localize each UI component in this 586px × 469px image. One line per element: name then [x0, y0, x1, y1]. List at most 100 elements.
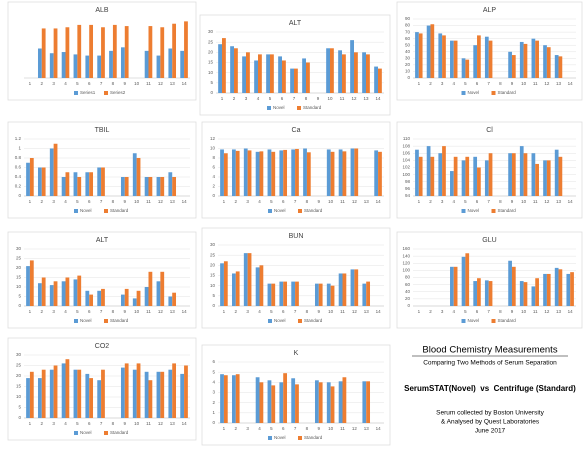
bar	[73, 279, 78, 306]
x-tick-label: 7	[294, 426, 297, 431]
bar	[37, 167, 42, 196]
x-tick-label: 2	[233, 96, 236, 101]
y-tick-label: 20	[16, 265, 22, 270]
x-tick-label: 14	[376, 199, 382, 204]
bar	[303, 148, 307, 196]
bar	[465, 59, 470, 78]
legend-label: Novel	[274, 435, 286, 440]
bar	[132, 369, 137, 418]
y-tick-label: 0	[212, 193, 215, 198]
bar	[291, 281, 296, 306]
x-tick-label: 1	[418, 199, 421, 204]
x-tick-label: 5	[464, 199, 467, 204]
x-tick-label: 10	[521, 81, 527, 86]
bar	[61, 177, 66, 196]
y-tick-label: 0	[407, 75, 410, 80]
bar	[97, 167, 102, 196]
x-tick-label: 3	[52, 421, 55, 426]
y-tick-label: 20	[405, 296, 411, 301]
bar	[156, 371, 161, 418]
y-tick-label: 40	[405, 49, 411, 54]
bar	[132, 153, 137, 196]
x-tick-label: 9	[318, 309, 321, 314]
x-tick-label: 5	[76, 309, 79, 314]
notes-comparison: SerumSTAT(Novel) vs Centrifuge (Standard…	[404, 384, 576, 393]
y-tick-label: 0.6	[15, 165, 22, 170]
x-tick-label: 11	[146, 81, 151, 86]
bar	[172, 23, 177, 78]
x-tick-label: 2	[429, 199, 432, 204]
x-tick-label: 8	[306, 199, 309, 204]
bar	[85, 55, 90, 78]
bar	[101, 167, 105, 196]
bar	[279, 382, 284, 423]
bar	[350, 148, 355, 196]
bar	[120, 47, 125, 78]
x-tick-label: 14	[568, 199, 574, 204]
x-tick-label: 1	[223, 426, 226, 431]
legend-swatch	[298, 319, 302, 323]
y-tick-label: 0	[18, 303, 21, 308]
y-tick-label: 30	[210, 242, 216, 247]
y-tick-label: 15	[16, 384, 22, 389]
bar	[477, 35, 481, 78]
legend-label: Standard	[110, 318, 129, 323]
notes-date: June 2017	[475, 428, 506, 435]
legend-swatch	[461, 91, 466, 95]
bar	[53, 28, 58, 78]
bar	[168, 296, 173, 306]
x-tick-label: 13	[170, 421, 176, 426]
bar	[338, 149, 343, 196]
x-tick-label: 13	[170, 309, 176, 314]
bar	[508, 260, 512, 306]
y-tick-label: 120	[402, 260, 410, 265]
bar	[318, 382, 323, 423]
y-tick-label: 15	[16, 275, 22, 280]
bar	[453, 266, 458, 306]
bar	[366, 381, 371, 423]
bar	[378, 68, 382, 93]
legend-swatch	[268, 319, 272, 323]
bar	[270, 54, 274, 93]
notes-subtitle: Comparing Two Methods of Serum Separatio…	[423, 360, 557, 367]
bar	[523, 153, 528, 196]
x-tick-label: 14	[376, 426, 382, 431]
x-tick-label: 2	[235, 426, 238, 431]
x-tick-label: 10	[134, 199, 140, 204]
legend-label: Novel	[468, 318, 480, 323]
bar	[73, 54, 78, 78]
bar	[89, 378, 94, 418]
bar	[124, 288, 129, 306]
bar	[453, 40, 458, 78]
bar	[132, 298, 137, 306]
bar	[144, 177, 149, 196]
x-tick-label: 11	[340, 199, 345, 204]
bar	[97, 380, 102, 418]
y-tick-label: 20	[210, 263, 216, 268]
x-tick-label: 7	[294, 199, 297, 204]
y-tick-label: 5	[210, 80, 213, 85]
y-tick-label: 4	[212, 380, 215, 385]
x-tick-label: 4	[64, 81, 67, 86]
bar	[120, 177, 125, 196]
x-tick-label: 14	[182, 81, 188, 86]
y-tick-label: 5	[212, 369, 215, 374]
bar	[554, 149, 559, 196]
bar	[418, 156, 423, 196]
x-tick-label: 14	[375, 96, 381, 101]
legend-swatch	[491, 209, 496, 213]
bar	[430, 156, 435, 196]
x-tick-label: 5	[270, 309, 273, 314]
x-tick-label: 11	[146, 199, 151, 204]
y-tick-label: 104	[402, 158, 410, 163]
x-tick-label: 1	[418, 309, 421, 314]
bar	[366, 54, 370, 93]
bar	[415, 32, 419, 78]
x-tick-label: 4	[64, 309, 67, 314]
bar	[330, 285, 335, 306]
bar	[255, 151, 260, 196]
x-tick-label: 3	[441, 81, 444, 86]
bar	[362, 283, 367, 306]
